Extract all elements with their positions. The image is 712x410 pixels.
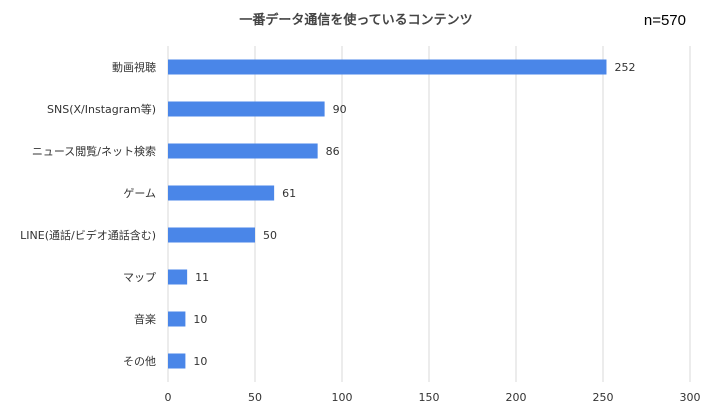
bar: [168, 227, 255, 243]
bar: [168, 143, 318, 159]
x-axis-ticks: 0 50 100 150 200 250 300: [165, 391, 701, 404]
category-label: マップ: [123, 271, 156, 284]
bar: [168, 311, 186, 327]
value-label: 61: [282, 187, 296, 200]
x-tick-label: 0: [165, 391, 172, 404]
value-labels: 252 90 86 61 50 11 10 10: [193, 61, 635, 368]
bar-series: [168, 59, 607, 369]
value-label: 252: [614, 61, 635, 74]
x-tick-label: 200: [506, 391, 527, 404]
x-tick-label: 300: [680, 391, 701, 404]
category-label: ゲーム: [123, 187, 156, 200]
value-label: 11: [195, 271, 209, 284]
value-label: 10: [193, 313, 207, 326]
value-label: 10: [193, 355, 207, 368]
x-tick-label: 150: [419, 391, 440, 404]
category-label: ニュース閲覧/ネット検索: [32, 144, 156, 158]
bar: [168, 269, 188, 285]
category-label: LINE(通話/ビデオ通話含む): [20, 228, 156, 242]
value-label: 50: [263, 229, 277, 242]
x-tick-label: 100: [332, 391, 353, 404]
category-label: その他: [123, 355, 156, 368]
bar: [168, 59, 607, 75]
sample-size-label: n=570: [643, 12, 686, 29]
category-label: 動画視聴: [112, 60, 156, 74]
bar: [168, 101, 325, 117]
category-label: 音楽: [134, 312, 156, 326]
value-label: 86: [326, 145, 340, 158]
bar: [168, 353, 186, 369]
bar: [168, 185, 275, 201]
value-label: 90: [333, 103, 347, 116]
category-label: SNS(X/Instagram等): [47, 102, 156, 116]
x-tick-label: 50: [248, 391, 262, 404]
chart-title: 一番データ通信を使っているコンテンツ: [239, 13, 473, 28]
x-tick-label: 250: [593, 391, 614, 404]
grid-lines: [167, 46, 691, 382]
